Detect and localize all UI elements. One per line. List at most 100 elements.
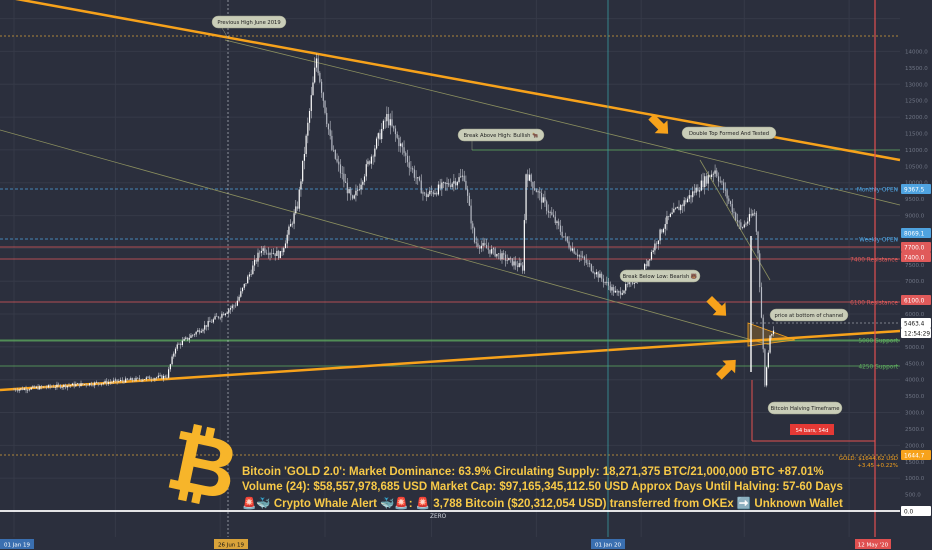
candle-body xyxy=(535,189,537,193)
candle-body xyxy=(532,181,534,189)
candle-body xyxy=(515,261,517,266)
candle-body xyxy=(180,343,182,346)
candle-body xyxy=(683,200,685,207)
candle-body xyxy=(190,335,192,338)
candle-body xyxy=(587,262,589,264)
candle-body xyxy=(566,236,568,242)
candle-body xyxy=(372,156,374,158)
candle-body xyxy=(442,182,445,184)
candle-body xyxy=(130,378,132,381)
candle-body xyxy=(42,386,44,388)
candle-body xyxy=(286,234,288,244)
candle-body xyxy=(673,208,675,213)
bitcoin-icon: ₿ xyxy=(168,424,238,504)
candle-body xyxy=(549,212,551,213)
candle-body xyxy=(552,214,555,217)
candle-body xyxy=(111,382,113,383)
candle-body xyxy=(644,264,646,273)
candle-body xyxy=(772,330,775,335)
candle-body xyxy=(446,182,448,184)
info-line-volume: Volume (24): $58,557,978,685 USD Market … xyxy=(242,481,843,493)
candle-body xyxy=(47,385,49,388)
candle-body xyxy=(345,181,347,183)
candle-body xyxy=(260,250,263,253)
candle-body xyxy=(685,200,687,203)
candle-body xyxy=(472,223,474,229)
candle-body xyxy=(21,388,24,390)
candle-body xyxy=(436,193,438,195)
candle-body xyxy=(563,236,565,238)
candle-body xyxy=(188,337,190,340)
candle-body xyxy=(131,378,134,381)
candle-body xyxy=(334,149,336,159)
candle-body xyxy=(623,290,625,294)
candle-body xyxy=(528,174,531,181)
candle-body xyxy=(595,272,598,275)
candle-body xyxy=(310,95,312,111)
candle-body xyxy=(312,82,314,96)
candle-body xyxy=(659,229,661,241)
info-line-whale-alert: 🚨🐳 Crypto Whale Alert 🐳🚨: 🚨 3,788 Bitcoi… xyxy=(242,498,843,510)
bars-count-box xyxy=(790,424,834,435)
candle-body xyxy=(690,195,692,198)
candle-body xyxy=(626,284,629,285)
gold-price-label: GOLD: $1644.62 USD xyxy=(839,456,898,462)
candle-body xyxy=(269,253,271,255)
candle-body xyxy=(236,300,238,306)
candle-body xyxy=(649,259,651,261)
candle-body xyxy=(138,377,141,380)
candle-body xyxy=(73,383,75,387)
candle-body xyxy=(656,243,658,245)
candle-body xyxy=(303,153,305,161)
candle-body xyxy=(198,330,201,333)
candle-body xyxy=(513,261,515,266)
candle-body xyxy=(181,340,183,346)
candle-body xyxy=(681,205,684,207)
price-tag-box xyxy=(901,228,931,238)
candle-body xyxy=(283,248,285,253)
candle-body xyxy=(61,386,63,388)
y-tick-label: 2000.0 xyxy=(905,443,925,449)
candle-body xyxy=(585,259,587,263)
candle-body xyxy=(487,248,489,250)
price-tag-box xyxy=(901,328,931,338)
x-tick-box xyxy=(214,539,248,549)
candle-body xyxy=(652,250,654,253)
candle-body xyxy=(573,248,575,254)
candle-body xyxy=(197,330,199,332)
candle-body xyxy=(614,290,617,293)
annotation-label: Break Above High: Bullish 🐂 xyxy=(463,132,539,139)
arrow-bottom xyxy=(716,359,736,380)
price-tag-label: 8069.1 xyxy=(904,232,925,238)
candle-body xyxy=(235,305,237,307)
candle-body xyxy=(374,148,376,157)
candle-body xyxy=(320,81,323,93)
candle-body xyxy=(322,92,324,101)
price-tag-label: 0.0 xyxy=(904,510,914,516)
candle-body xyxy=(212,319,214,323)
candle-body xyxy=(520,263,522,266)
y-tick-label: 4500.0 xyxy=(905,361,925,367)
candle-body xyxy=(94,382,96,386)
candle-body xyxy=(601,273,603,279)
candle-body xyxy=(680,205,682,211)
candle-body xyxy=(274,253,276,256)
candle-body xyxy=(262,248,264,251)
candle-body xyxy=(394,128,397,135)
candle-body xyxy=(195,331,197,335)
candle-body xyxy=(771,334,773,336)
candle-body xyxy=(116,379,118,382)
candle-body xyxy=(83,384,86,385)
price-tag-box xyxy=(901,295,931,305)
candle-body xyxy=(511,258,513,266)
candle-body xyxy=(381,128,383,140)
candle-body xyxy=(281,251,283,253)
candle-body xyxy=(357,189,359,191)
candle-body xyxy=(671,212,673,214)
candle-body xyxy=(748,214,751,222)
candle-body xyxy=(518,263,520,268)
candle-body xyxy=(221,313,223,318)
candle-body xyxy=(259,252,261,254)
candle-body xyxy=(40,386,43,388)
